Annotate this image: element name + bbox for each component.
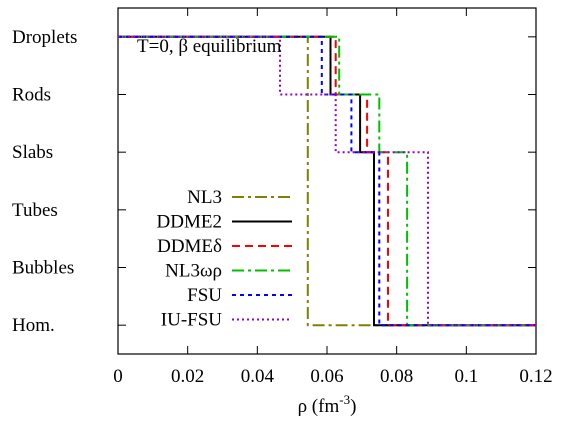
x-tick-label: 0.06 [310,366,343,387]
plot-frame [117,7,537,355]
chart-title: T=0, β equilibrium [137,36,282,57]
series-line [118,35,536,327]
y-tick-label: Bubbles [12,258,74,279]
y-tick-label: Slabs [12,142,53,163]
y-tick-label: Droplets [12,27,77,48]
x-tick-label: 0.02 [171,366,204,387]
series-line [118,35,536,327]
legend-label: DDME2 [157,212,222,233]
legend-label: IU-FSU [161,310,223,331]
x-axis-label-sup: -3 [339,392,350,407]
legend-label: NL3ωρ [165,261,222,282]
plot-border [117,7,537,355]
series-line [118,35,536,327]
legend: NL3 DDME2 DDMEδ NL3ωρ FSU IU-FSU [157,187,292,331]
x-tick-label: 0 [113,366,123,387]
x-tick-label: 0.1 [454,366,478,387]
y-axis: Hom. Bubbles Tubes Slabs Rods Droplets [12,27,536,336]
x-axis-label-base: ρ (fm [298,396,340,417]
legend-label: DDMEδ [157,236,222,257]
series-line [118,35,536,327]
x-axis: 0 0.02 0.04 0.06 0.08 0.1 0.12 [113,8,553,387]
x-axis-label: ρ (fm-3) [298,392,357,417]
x-tick-label: 0.08 [380,366,413,387]
legend-label: NL3 [187,187,222,208]
series-line [118,35,536,327]
x-tick-label: 0.12 [519,366,552,387]
y-tick-label: Hom. [12,315,55,336]
series-lines [118,35,536,327]
y-tick-label: Rods [12,85,51,106]
x-tick-label: 0.04 [241,366,275,387]
y-tick-label: Tubes [12,200,58,221]
x-axis-label-close: ) [350,396,356,417]
legend-label: FSU [187,285,222,306]
series-line [118,35,536,327]
